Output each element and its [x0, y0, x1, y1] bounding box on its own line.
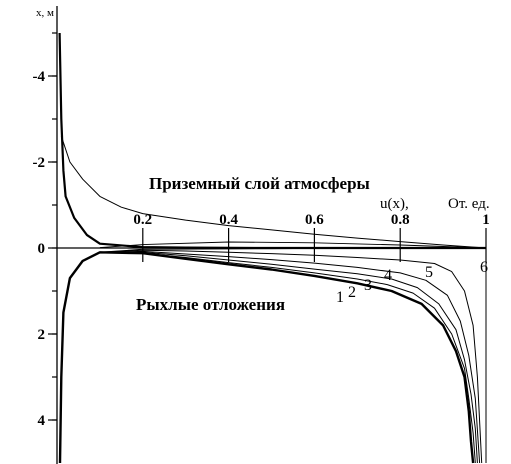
- curve-atm-6: [58, 32, 486, 250]
- y-tick-label: -4: [33, 69, 46, 85]
- y-tick-label: 2: [38, 327, 46, 343]
- curve-label-1: 1: [336, 289, 344, 306]
- x-tick-label: 1: [482, 212, 490, 228]
- curve-4: [99, 250, 481, 464]
- annotation-atmosphere: Приземный слой атмосферы: [149, 174, 370, 193]
- x-axis-variable-label: u(x),: [380, 196, 409, 212]
- y-ticks: -4 -2 0 2 4: [33, 32, 57, 429]
- curves: [58, 32, 487, 464]
- curve-1: [58, 251, 475, 464]
- curve-label-6: 6: [480, 259, 488, 276]
- y-tick-label: 0: [38, 241, 46, 257]
- curve-atm-8: [99, 241, 487, 249]
- curve-atm-7: [60, 136, 487, 249]
- curve-5: [99, 249, 483, 464]
- x-tick-label: 0.8: [391, 212, 410, 228]
- x-tick-label: 0.6: [305, 212, 324, 228]
- x-axis-unit-label: От. ед.: [448, 196, 490, 212]
- curve-label-4: 4: [384, 267, 392, 284]
- y-tick-label: 4: [38, 413, 46, 429]
- y-tick-label: -2: [33, 155, 46, 171]
- annotation-loose-deposits: Рыхлые отложения: [136, 295, 285, 314]
- curve-2: [99, 251, 476, 464]
- curve-label-3: 3: [364, 277, 372, 294]
- curve-label-2: 2: [348, 284, 356, 301]
- y-axis-label: x, м: [36, 7, 54, 19]
- x-tick-label: 0.4: [219, 212, 238, 228]
- curve-3: [99, 251, 478, 464]
- curve-label-5: 5: [425, 264, 433, 281]
- x-tick-label: 0.2: [133, 212, 152, 228]
- curve-labels: 1 2 34 5 6: [336, 259, 488, 306]
